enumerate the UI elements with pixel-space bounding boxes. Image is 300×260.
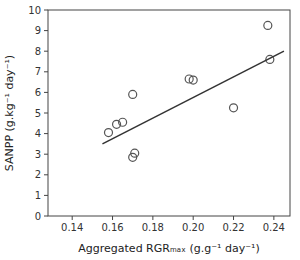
chart: 0.14 0.16 0.18 0.20 0.22 0.24 0 1 2 3 4 5 6 7 8 9 10 Aggr… [0,0,300,260]
y-tick-label: 4 [35,128,41,139]
y-tick-label: 3 [35,149,41,160]
x-tick [112,216,113,220]
y-tick [44,113,48,114]
scatter-point [264,21,272,29]
y-tick [44,195,48,196]
y-tick-label: 1 [35,190,41,201]
scatter-point [129,90,137,98]
scatter-point [105,129,113,137]
y-tick [44,10,48,11]
x-tick-label: 0.18 [142,222,164,233]
y-tick [44,216,48,217]
scatter-point [230,104,238,112]
x-tick [273,216,274,220]
x-tick-label: 0.22 [222,222,244,233]
plot-area [102,21,284,161]
x-tick-label: 0.24 [263,222,285,233]
scatter-point [119,118,127,126]
y-tick [44,154,48,155]
plot-frame [48,10,290,216]
y-tick-label: 8 [35,46,41,57]
y-tick-label: 7 [35,66,41,77]
y-tick [44,133,48,134]
fit-line [102,51,284,144]
x-tick-label: 0.20 [182,222,204,233]
y-tick-label: 6 [35,87,41,98]
y-tick-label: 9 [35,25,41,36]
y-tick-label: 0 [35,211,41,222]
x-axis: 0.14 0.16 0.18 0.20 0.22 0.24 [61,216,285,233]
y-tick-label: 5 [35,108,41,119]
y-axis: 0 1 2 3 4 5 6 7 8 9 10 [28,5,48,222]
y-tick [44,30,48,31]
x-tick-label: 0.14 [61,222,83,233]
scatter-point [189,76,197,84]
x-tick [193,216,194,220]
x-tick-label: 0.16 [101,222,123,233]
x-axis-label: Aggregated RGRₘₐₓ (g.g⁻¹ day⁻¹) [78,242,259,255]
y-axis-label: SANPP (g.kg⁻¹ day⁻¹) [3,55,16,171]
y-tick [44,51,48,52]
y-tick-label: 2 [35,169,41,180]
x-tick [152,216,153,220]
x-tick [233,216,234,220]
scatter-point [131,149,139,157]
x-tick [72,216,73,220]
y-tick [44,174,48,175]
y-tick [44,71,48,72]
y-tick-label: 10 [28,5,41,16]
y-tick [44,92,48,93]
